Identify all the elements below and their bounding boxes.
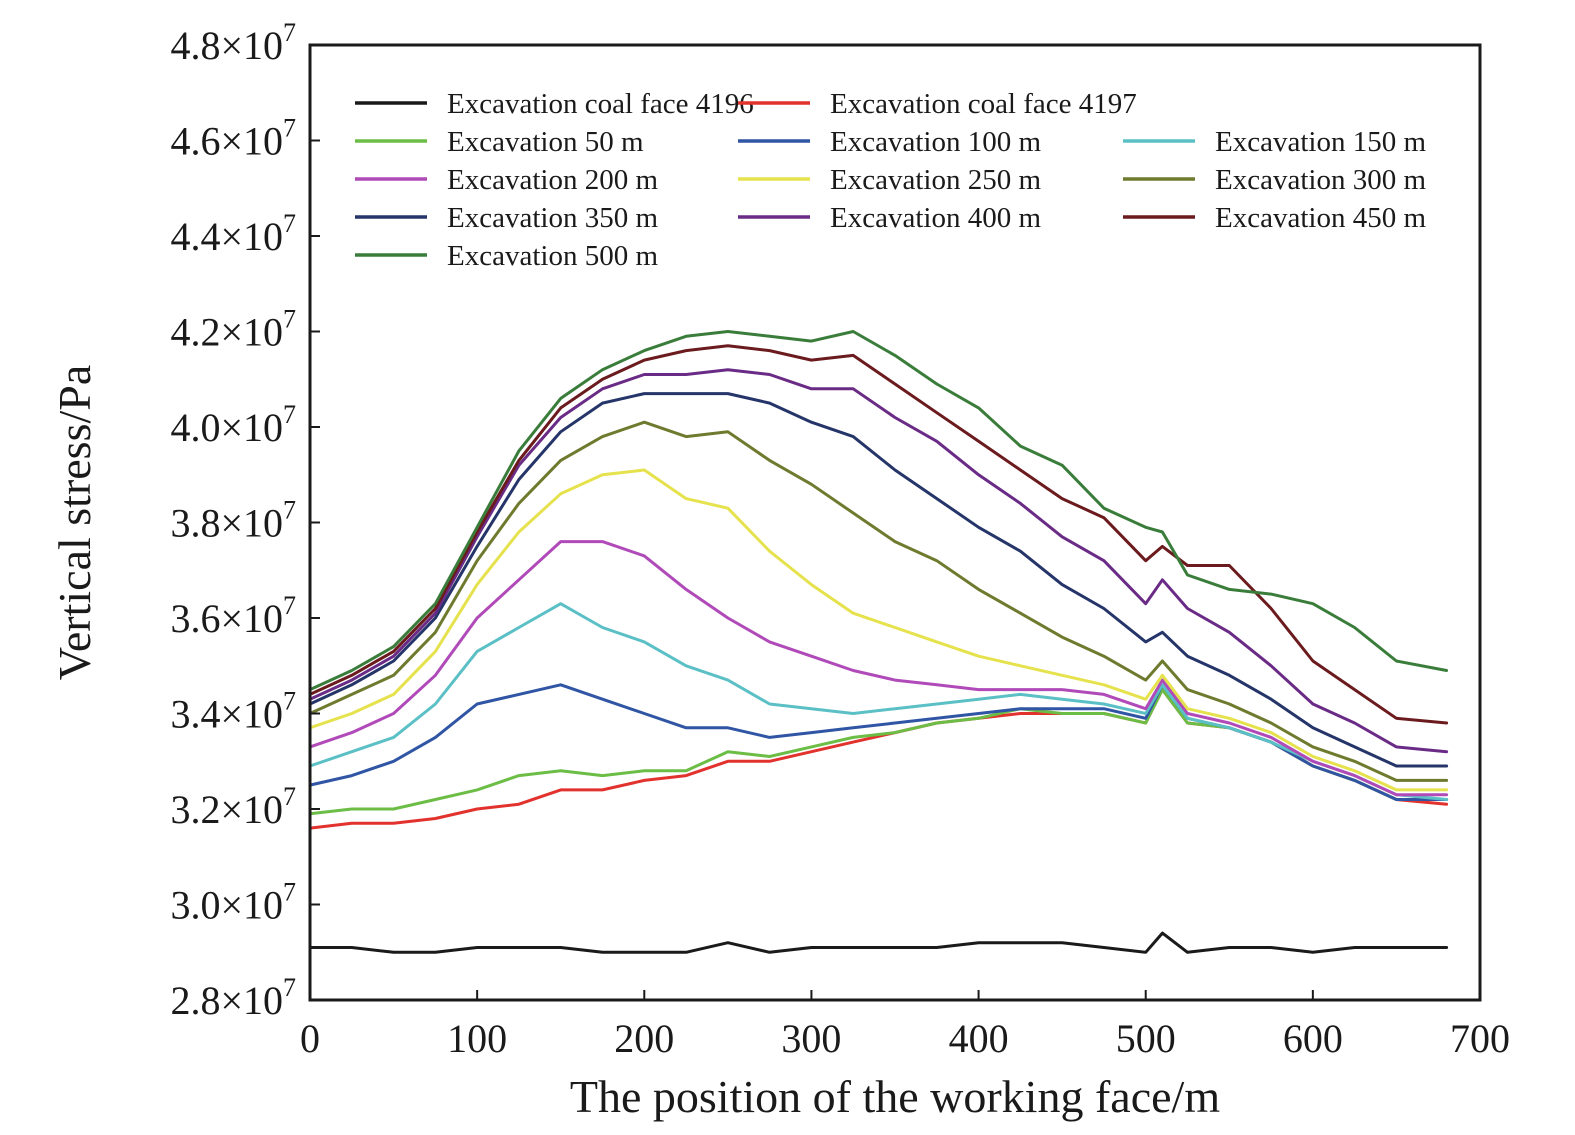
y-tick-label: 4.2×107 xyxy=(170,305,296,355)
series-line-11 xyxy=(308,344,1449,725)
series-layer xyxy=(308,330,1449,954)
y-tick-mantissa: 2.8×10 xyxy=(170,978,283,1023)
legend-item: Excavation 450 m xyxy=(1123,202,1426,234)
legend-label: Excavation 300 m xyxy=(1215,164,1426,196)
y-tick-mantissa: 4.2×10 xyxy=(170,310,283,355)
y-tick-label: 4.8×107 xyxy=(170,18,296,68)
legend: Excavation coal face 4196 Excavation coal… xyxy=(355,88,1426,272)
y-tick-mantissa: 4.6×10 xyxy=(170,119,283,164)
series-line-7 xyxy=(308,468,1449,792)
x-tick-label: 400 xyxy=(949,1016,1009,1061)
y-tick-exponent: 7 xyxy=(283,18,296,47)
legend-item: Excavation 500 m xyxy=(355,240,658,272)
y-tick-mantissa: 4.0×10 xyxy=(170,405,283,450)
x-tick-label: 700 xyxy=(1450,1016,1510,1061)
y-tick-label: 3.8×107 xyxy=(170,496,296,546)
series-line-9 xyxy=(308,392,1449,768)
y-tick-exponent: 7 xyxy=(283,591,296,620)
legend-item: Excavation 300 m xyxy=(1123,164,1426,196)
y-tick-mantissa: 3.0×10 xyxy=(170,883,283,928)
x-tick-label: 100 xyxy=(447,1016,507,1061)
legend-label: Excavation 50 m xyxy=(447,126,644,158)
y-tick-label: 4.6×107 xyxy=(170,114,296,164)
legend-item: Excavation coal face 4196 xyxy=(355,88,754,120)
series-line-1 xyxy=(308,931,1449,954)
y-tick-mantissa: 3.4×10 xyxy=(170,692,283,737)
y-tick-exponent: 7 xyxy=(283,782,296,811)
legend-label: Excavation 400 m xyxy=(830,202,1041,234)
y-tick-mantissa: 3.2×10 xyxy=(170,787,283,832)
legend-item: Excavation 250 m xyxy=(738,164,1041,196)
y-axis-title: Vertical stress/Pa xyxy=(49,365,100,681)
y-tick-exponent: 7 xyxy=(283,687,296,716)
legend-item: Excavation 150 m xyxy=(1123,126,1426,158)
x-tick-label: 200 xyxy=(614,1016,674,1061)
y-tick-mantissa: 4.4×10 xyxy=(170,214,283,259)
y-tick-label: 3.4×107 xyxy=(170,687,296,737)
series-line-3 xyxy=(308,688,1449,816)
y-tick-exponent: 7 xyxy=(283,973,296,1002)
series-line-6 xyxy=(308,540,1449,797)
x-tick-label: 300 xyxy=(781,1016,841,1061)
legend-item: Excavation 200 m xyxy=(355,164,658,196)
y-tick-label: 4.4×107 xyxy=(170,209,296,259)
legend-item: Excavation 350 m xyxy=(355,202,658,234)
x-tick-label: 500 xyxy=(1116,1016,1176,1061)
y-tick-label: 4.0×107 xyxy=(170,400,296,450)
x-tick-label: 600 xyxy=(1283,1016,1343,1061)
y-tick-label: 3.6×107 xyxy=(170,591,296,641)
legend-label: Excavation coal face 4197 xyxy=(830,88,1137,120)
y-tick-exponent: 7 xyxy=(283,305,296,334)
ticks-layer: 0 100 200 300 400 500 600 7002.8×1073.0×1073.2×… xyxy=(170,18,1510,1061)
legend-item: Excavation 100 m xyxy=(738,126,1041,158)
legend-label: Excavation 500 m xyxy=(447,240,658,272)
legend-label: Excavation 450 m xyxy=(1215,202,1426,234)
legend-label: Excavation 150 m xyxy=(1215,126,1426,158)
y-tick-mantissa: 4.8×10 xyxy=(170,23,283,68)
y-tick-label: 3.0×107 xyxy=(170,878,296,928)
series-line-5 xyxy=(308,602,1449,801)
legend-item: Excavation 50 m xyxy=(355,126,644,158)
y-tick-exponent: 7 xyxy=(283,114,296,143)
legend-label: Excavation 250 m xyxy=(830,164,1041,196)
y-tick-exponent: 7 xyxy=(283,496,296,525)
y-tick-label: 3.2×107 xyxy=(170,782,296,832)
series-line-10 xyxy=(308,368,1449,754)
series-line-12 xyxy=(308,330,1449,692)
y-tick-exponent: 7 xyxy=(283,878,296,907)
series-line-8 xyxy=(308,420,1449,782)
y-tick-mantissa: 3.8×10 xyxy=(170,501,283,546)
y-tick-mantissa: 3.6×10 xyxy=(170,596,283,641)
x-axis-title: The position of the working face/m xyxy=(570,1071,1220,1122)
y-tick-exponent: 7 xyxy=(283,209,296,238)
legend-item: Excavation coal face 4197 xyxy=(738,88,1137,120)
legend-item: Excavation 400 m xyxy=(738,202,1041,234)
y-tick-exponent: 7 xyxy=(283,400,296,429)
legend-label: Excavation coal face 4196 xyxy=(447,88,754,120)
legend-label: Excavation 350 m xyxy=(447,202,658,234)
y-tick-label: 2.8×107 xyxy=(170,973,296,1023)
x-tick-label: 0 xyxy=(300,1016,320,1061)
legend-label: Excavation 200 m xyxy=(447,164,658,196)
legend-label: Excavation 100 m xyxy=(830,126,1041,158)
